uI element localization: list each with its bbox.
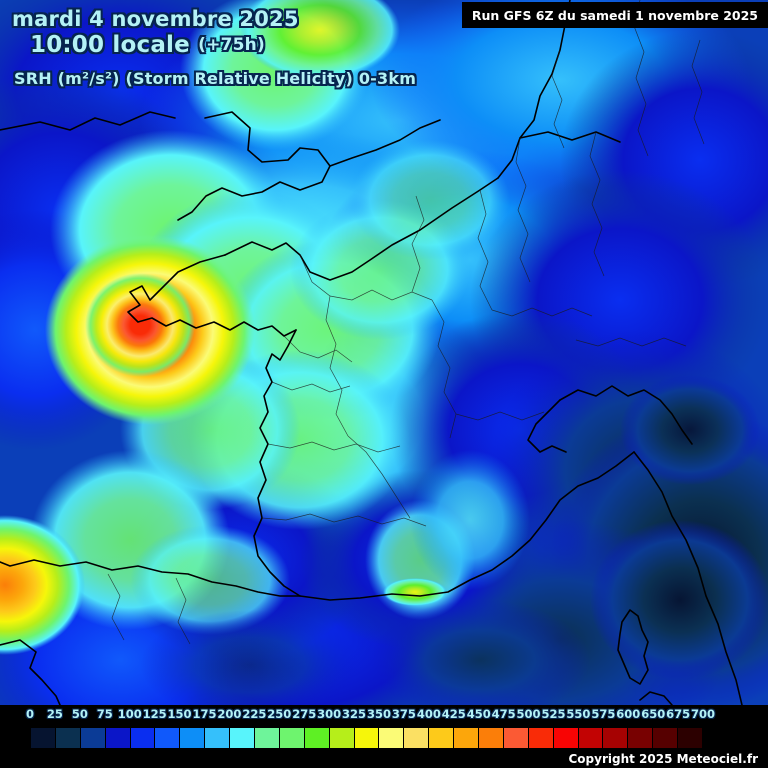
legend-swatch [503, 728, 529, 748]
legend-swatch [454, 728, 480, 748]
legend-swatch [354, 728, 380, 748]
legend-swatch [55, 728, 81, 748]
legend-tick: 250 [267, 707, 292, 721]
legend-swatch [279, 728, 305, 748]
legend-tick: 375 [391, 707, 416, 721]
legend-tick: 25 [46, 707, 63, 721]
color-scale-legend: 0 25 50 75 100 125 150 175 200 225 250 275 300 325 350… [0, 705, 768, 768]
legend-swatch [230, 728, 256, 748]
legend-swatch [703, 728, 727, 748]
legend-swatch [603, 728, 629, 748]
legend-swatch [255, 728, 280, 748]
legend-swatch [578, 728, 604, 748]
legend-swatch [155, 728, 181, 748]
model-run-label: Run GFS 6Z du samedi 1 novembre 2025 [471, 8, 758, 23]
legend-tick: 600 [616, 707, 641, 721]
legend-tick: 500 [516, 707, 541, 721]
legend-tick: 0 [25, 707, 35, 721]
legend-swatch [31, 728, 56, 748]
srh-heatmap [0, 0, 768, 705]
legend-swatch [678, 728, 704, 748]
legend-tick: 100 [117, 707, 142, 721]
forecast-offset-label: (+75h) [198, 35, 265, 55]
legend-tick: 225 [242, 707, 267, 721]
legend-tick: 175 [192, 707, 217, 721]
copyright-label: Copyright 2025 Meteociel.fr [568, 752, 759, 766]
legend-swatch [80, 728, 106, 748]
legend-tick: 425 [441, 707, 466, 721]
map-canvas[interactable]: mardi 4 novembre 2025 10:00 locale (+75h… [0, 0, 768, 705]
legend-swatch [628, 728, 654, 748]
legend-swatch [180, 728, 206, 748]
legend-tick: 525 [541, 707, 566, 721]
legend-tick: 450 [466, 707, 491, 721]
legend-swatch [130, 728, 156, 748]
legend-swatch [329, 728, 355, 748]
legend-swatch [304, 728, 330, 748]
legend-tick: 650 [641, 707, 666, 721]
forecast-time-label: 10:00 locale (+75h) [30, 32, 265, 58]
legend-swatch [479, 728, 504, 748]
model-run-badge: Run GFS 6Z du samedi 1 novembre 2025 [461, 2, 768, 28]
parameter-label: SRH (m²/s²) (Storm Relative Helicity) 0-… [14, 69, 417, 88]
legend-tick: 150 [167, 707, 192, 721]
legend-tick: 575 [591, 707, 616, 721]
legend-tick: 400 [416, 707, 441, 721]
legend-swatch [205, 728, 231, 748]
legend-tick: 675 [666, 707, 691, 721]
legend-tick: 125 [142, 707, 167, 721]
legend-tick: 275 [292, 707, 317, 721]
legend-swatch [379, 728, 405, 748]
legend-tick: 350 [366, 707, 392, 721]
legend-tick: 700 [691, 707, 716, 721]
legend-swatch [553, 728, 579, 748]
legend-tick: 475 [491, 707, 516, 721]
legend-swatch [528, 728, 554, 748]
forecast-time-value: 10:00 locale [30, 32, 190, 58]
forecast-date-label: mardi 4 novembre 2025 [12, 7, 299, 31]
legend-tick: 325 [342, 707, 367, 721]
coastline-layer [0, 0, 743, 705]
legend-tick: 550 [566, 707, 591, 721]
legend-tick: 75 [96, 707, 113, 721]
legend-tick: 200 [217, 707, 242, 721]
legend-swatch [404, 728, 430, 748]
legend-swatch [105, 728, 131, 748]
legend-swatch [653, 728, 679, 748]
legend-tick: 300 [317, 707, 342, 721]
legend-swatch [429, 728, 455, 748]
legend-color-bar [30, 727, 728, 749]
legend-tick-labels: 0 25 50 75 100 125 150 175 200 225 250 275 300 325 350… [0, 707, 768, 725]
legend-tick: 50 [71, 707, 88, 721]
